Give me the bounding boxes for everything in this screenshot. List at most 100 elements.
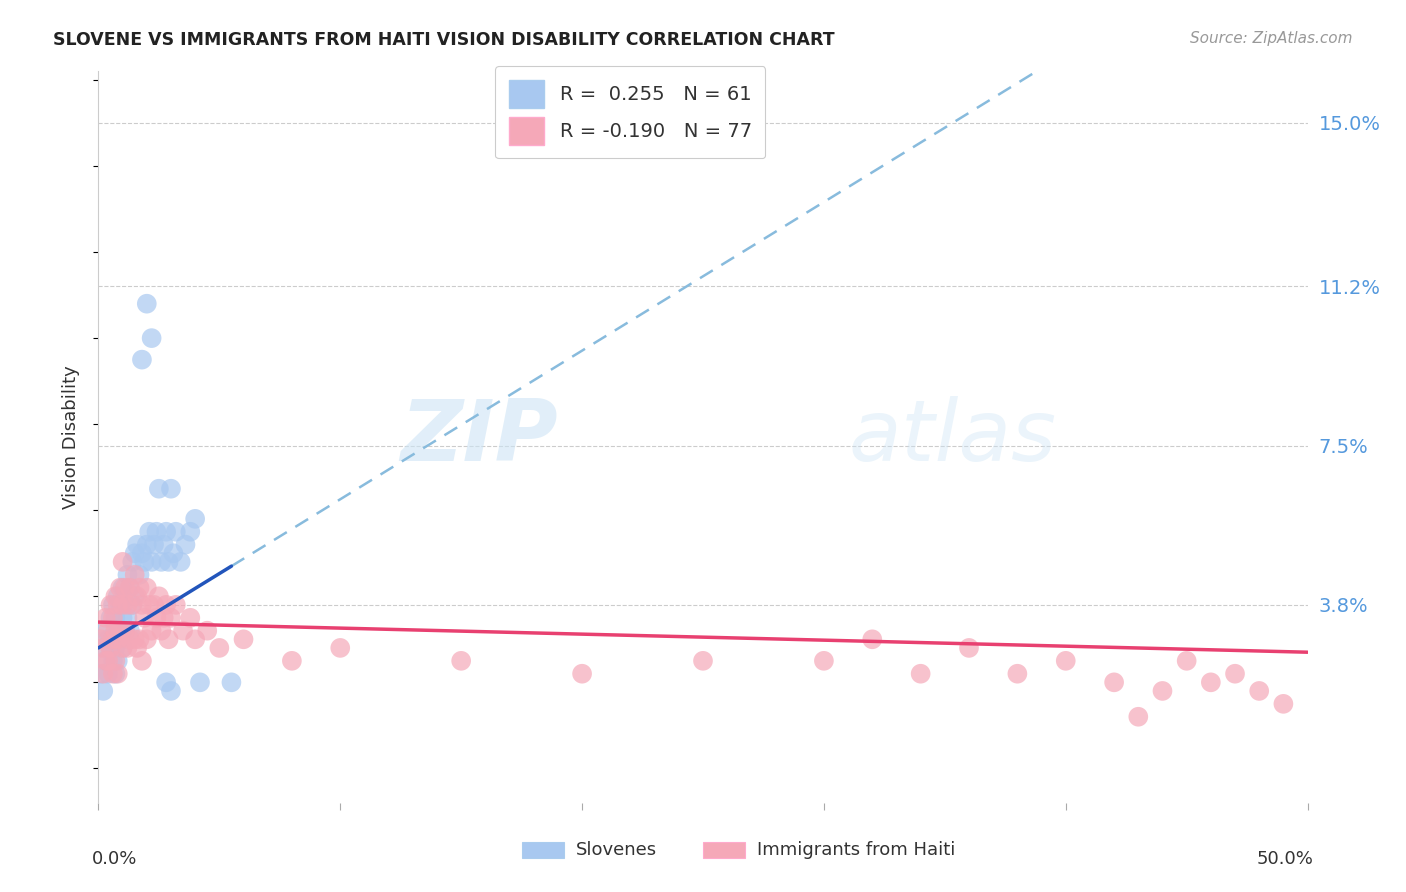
Point (101, 611, 124, 625)
Point (104, 640, 127, 655)
Point (1007, 666, 1029, 681)
Point (90, 666, 112, 681)
Point (155, 524, 177, 539)
Point (118, 581, 141, 595)
Point (162, 546, 184, 560)
Point (143, 598, 166, 612)
Point (184, 632, 207, 647)
Point (97, 654, 120, 668)
Point (1152, 684, 1174, 698)
Point (157, 632, 180, 647)
Point (114, 589, 136, 603)
Point (101, 598, 124, 612)
Point (143, 538, 166, 552)
Point (221, 675, 243, 690)
Point (91, 640, 114, 655)
Point (1223, 666, 1246, 681)
Point (118, 632, 141, 647)
Point (155, 675, 177, 690)
Point (101, 666, 124, 681)
Text: SLOVENE VS IMMIGRANTS FROM HAITI VISION DISABILITY CORRELATION CHART: SLOVENE VS IMMIGRANTS FROM HAITI VISION … (53, 31, 835, 49)
Point (100, 611, 122, 625)
Point (155, 598, 177, 612)
Point (208, 640, 231, 655)
Point (169, 555, 191, 569)
Point (107, 589, 129, 603)
Point (97, 632, 120, 647)
Point (118, 581, 141, 595)
Point (281, 654, 304, 668)
Point (1249, 684, 1271, 698)
Text: 0.0%: 0.0% (93, 850, 138, 868)
Point (111, 640, 134, 655)
Point (188, 675, 211, 690)
Point (101, 632, 124, 647)
Point (111, 555, 134, 569)
Point (1199, 675, 1222, 690)
Point (114, 581, 136, 595)
Point (117, 567, 139, 582)
Point (91, 684, 114, 698)
FancyBboxPatch shape (703, 841, 745, 858)
Point (692, 654, 714, 668)
Point (108, 632, 131, 647)
Point (165, 598, 187, 612)
Point (91, 640, 114, 655)
Point (135, 581, 157, 595)
Point (148, 482, 170, 496)
Point (121, 555, 143, 569)
Point (114, 624, 136, 638)
Text: ZIP: ZIP (401, 395, 558, 479)
Point (145, 611, 167, 625)
Point (107, 624, 129, 638)
Point (117, 640, 139, 655)
Point (100, 598, 122, 612)
Point (97, 624, 120, 638)
FancyBboxPatch shape (522, 841, 564, 858)
Point (135, 538, 157, 552)
Point (150, 555, 173, 569)
Point (135, 296, 157, 310)
Point (108, 624, 131, 638)
Point (111, 581, 134, 595)
Point (152, 538, 174, 552)
Point (91, 666, 114, 681)
Point (111, 640, 134, 655)
Point (128, 632, 150, 647)
Point (107, 632, 129, 647)
Y-axis label: Vision Disability: Vision Disability (62, 365, 80, 509)
Point (104, 589, 127, 603)
Point (232, 632, 254, 647)
Point (128, 581, 150, 595)
Point (1128, 710, 1150, 724)
Point (1175, 654, 1198, 668)
Point (94, 624, 117, 638)
Point (131, 654, 153, 668)
Point (141, 331, 163, 345)
Text: Slovenes: Slovenes (576, 840, 657, 859)
Point (134, 611, 156, 625)
Point (104, 624, 127, 638)
Point (145, 524, 167, 539)
Point (160, 482, 183, 496)
Point (107, 598, 129, 612)
Point (94, 654, 117, 668)
Point (101, 654, 124, 668)
Point (195, 624, 218, 638)
Point (111, 611, 134, 625)
Point (138, 598, 160, 612)
Point (121, 598, 143, 612)
Point (152, 611, 174, 625)
Point (124, 589, 146, 603)
Text: atlas: atlas (848, 395, 1056, 479)
Text: 50.0%: 50.0% (1257, 850, 1313, 868)
Point (114, 624, 136, 638)
Point (174, 538, 197, 552)
Point (813, 654, 835, 668)
Point (108, 581, 131, 595)
Point (160, 611, 183, 625)
Legend: R =  0.255   N = 61, R = -0.190   N = 77: R = 0.255 N = 61, R = -0.190 N = 77 (495, 66, 765, 159)
Point (148, 589, 170, 603)
Point (329, 640, 352, 655)
Point (450, 654, 472, 668)
